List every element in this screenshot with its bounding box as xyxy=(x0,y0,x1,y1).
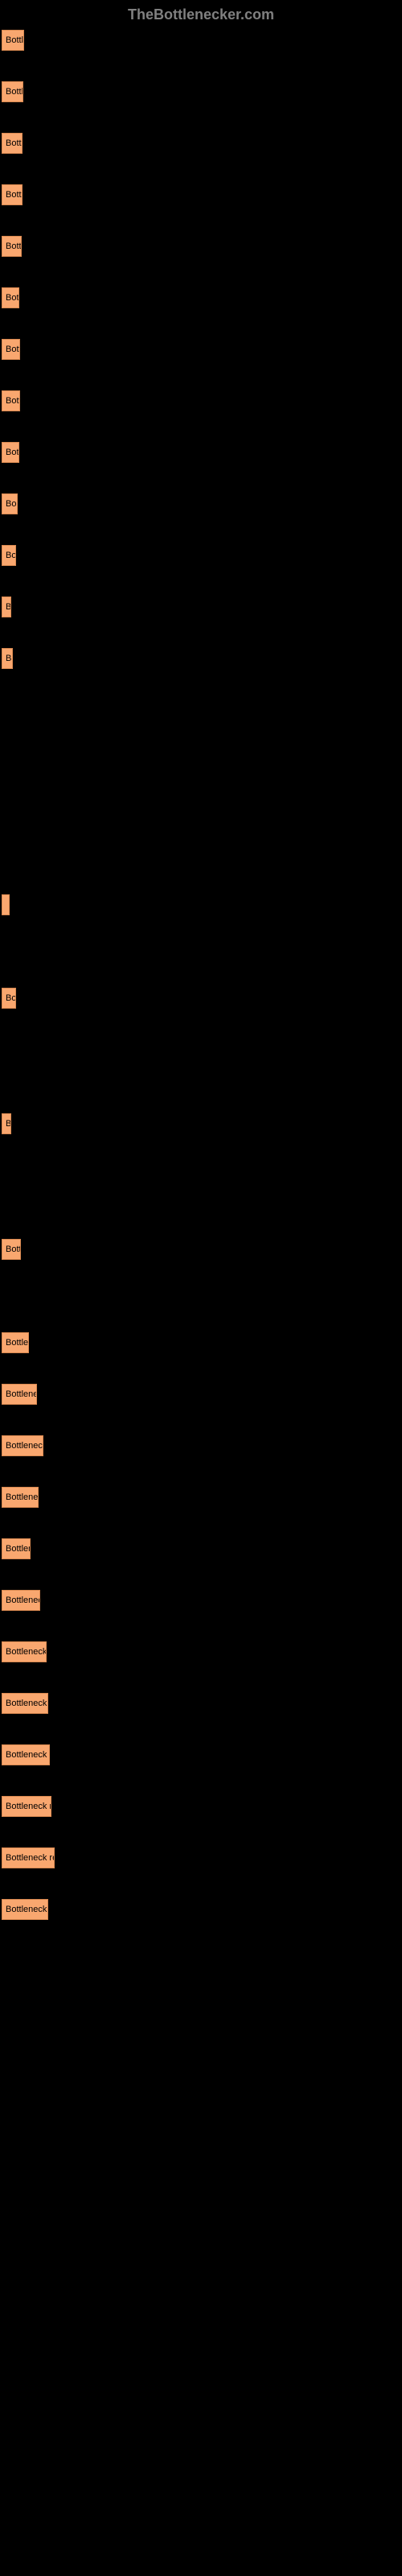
bar-label: Bottleneck re xyxy=(6,1905,48,1914)
bar-label: B xyxy=(6,654,11,663)
bar: Bottleneck xyxy=(2,1384,37,1405)
bar-row: B xyxy=(2,1113,400,1134)
bar-row: Bottleneck resu xyxy=(2,1847,400,1868)
bar: Bottl xyxy=(2,184,23,205)
bar: B xyxy=(2,1113,11,1134)
bar: Bottle xyxy=(2,30,24,51)
bar-row: Bottleneck xyxy=(2,1487,400,1508)
bar-label: Bott xyxy=(6,396,20,406)
bar-row xyxy=(2,894,400,915)
bar-row: Bott xyxy=(2,390,400,411)
bar-label: Bottleneck xyxy=(6,1389,37,1399)
bar: Bo xyxy=(2,545,16,566)
page-header: TheBottlenecker.com xyxy=(0,0,402,30)
bar-label: Bottle xyxy=(6,87,23,97)
bar-label: Bot xyxy=(6,293,19,303)
bar-row: Bot xyxy=(2,287,400,308)
bar: Bottleneck res xyxy=(2,1796,51,1817)
bar-row: Bottleneck res xyxy=(2,1744,400,1765)
bar-label: Bo xyxy=(6,551,16,560)
bar-row: Bo xyxy=(2,545,400,566)
bar-row: Bottle xyxy=(2,30,400,51)
bar: Bottleneck re xyxy=(2,1899,48,1920)
bar-row: Bot xyxy=(2,442,400,463)
bar-row: Bottleneck re xyxy=(2,1641,400,1662)
bar: Bot xyxy=(2,442,19,463)
bar-row: Bo xyxy=(2,493,400,514)
bar-row: Bott xyxy=(2,1239,400,1260)
bar-row: B xyxy=(2,648,400,669)
bar: Bot xyxy=(2,287,19,308)
bar-label: Bottlen xyxy=(6,1544,31,1554)
bar: Bott xyxy=(2,339,20,360)
bar-label: Bottl xyxy=(6,242,22,251)
bar-label: Bo xyxy=(6,993,16,1003)
bar: Bottleneck res xyxy=(2,1744,50,1765)
bar: Bo xyxy=(2,493,18,514)
site-title: TheBottlenecker.com xyxy=(128,6,274,23)
bar: Bottleneck r xyxy=(2,1435,43,1456)
bar-label: Bottl xyxy=(6,138,23,148)
bar-row: Bottlen xyxy=(2,1332,400,1353)
bar-row: Bottleneck re xyxy=(2,1693,400,1714)
bar-label: Bot xyxy=(6,448,19,457)
bar-row: Bottleneck re xyxy=(2,1899,400,1920)
bar-label: Bottl xyxy=(6,190,23,200)
bar-row: Bottle xyxy=(2,81,400,102)
bar-label: Bottleneck xyxy=(6,1596,40,1605)
bar-label: Bott xyxy=(6,345,20,354)
bar: Bottl xyxy=(2,133,23,154)
bar-row: Bottleneck xyxy=(2,1384,400,1405)
bar: Bottle xyxy=(2,81,23,102)
bar-row: Bottleneck res xyxy=(2,1796,400,1817)
bar-label: Bottleneck xyxy=(6,1492,39,1502)
bar: Bo xyxy=(2,988,16,1009)
bar: Bottleneck re xyxy=(2,1641,47,1662)
bar-label: Bottleneck res xyxy=(6,1802,51,1811)
bar-label: Bottleneck re xyxy=(6,1647,47,1657)
bar: Bott xyxy=(2,390,20,411)
bar-label: Bottle xyxy=(6,35,24,45)
bar: B xyxy=(2,648,13,669)
bar-chart: Bottle Bottle Bottl Bottl Bottl Bot Bott Bott Bo… xyxy=(0,30,402,1920)
bar-label: Bottleneck res xyxy=(6,1750,50,1760)
bar-label: Bott xyxy=(6,1245,21,1254)
bar-label: Bo xyxy=(6,499,16,509)
bar-label: Bottleneck r xyxy=(6,1441,43,1451)
bar-row: Bottl xyxy=(2,236,400,257)
bar: Bottleneck xyxy=(2,1590,40,1611)
bar-row: Bottl xyxy=(2,184,400,205)
bar: Bottl xyxy=(2,236,22,257)
bar-row: B xyxy=(2,597,400,617)
bar-row: Bottleneck xyxy=(2,1590,400,1611)
bar-label: Bottleneck re xyxy=(6,1699,48,1708)
bar: Bott xyxy=(2,1239,21,1260)
bar: Bottlen xyxy=(2,1332,29,1353)
bar-row: Bottl xyxy=(2,133,400,154)
bar-row: Bott xyxy=(2,339,400,360)
bar: Bottleneck resu xyxy=(2,1847,55,1868)
bar: Bottlen xyxy=(2,1538,31,1559)
bar-label: B xyxy=(6,602,11,612)
bar-row: Bottlen xyxy=(2,1538,400,1559)
bar: Bottleneck xyxy=(2,1487,39,1508)
bar-label: Bottleneck resu xyxy=(6,1853,55,1863)
bar-label: Bottlen xyxy=(6,1338,29,1348)
bar-row: Bottleneck r xyxy=(2,1435,400,1456)
bar: Bottleneck re xyxy=(2,1693,48,1714)
bar-label: B xyxy=(6,1119,11,1129)
bar xyxy=(2,894,10,915)
bar-row: Bo xyxy=(2,988,400,1009)
bar: B xyxy=(2,597,11,617)
